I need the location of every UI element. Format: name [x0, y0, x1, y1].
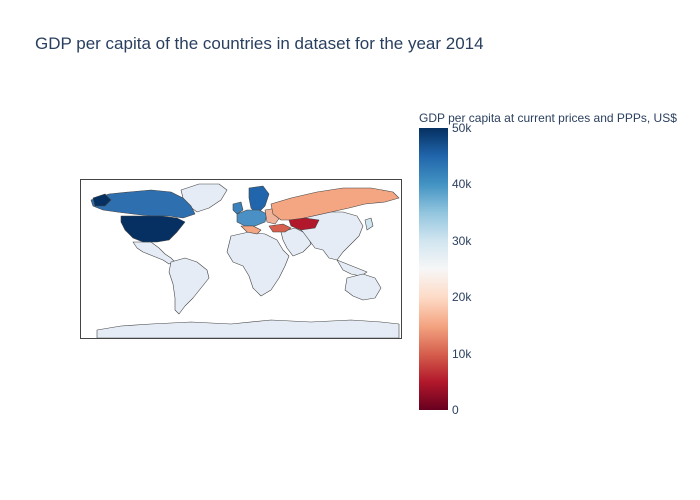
colorbar-title: GDP per capita at current prices and PPP…	[419, 111, 677, 125]
colorbar-tick-label: 0	[452, 403, 459, 417]
country-turkey[interactable]	[268, 223, 292, 233]
region-arabia-middle-east[interactable]	[280, 227, 312, 257]
world-map-svg	[90, 183, 400, 338]
country-japan[interactable]	[364, 217, 374, 231]
colorbar	[419, 128, 448, 410]
region-southern-europe[interactable]	[240, 225, 262, 235]
colorbar-tick-label: 10k	[452, 346, 472, 361]
colorbar-tick-label: 30k	[452, 233, 472, 248]
country-canada[interactable]	[90, 189, 196, 219]
country-usa[interactable]	[120, 215, 186, 243]
region-australia[interactable]	[344, 273, 382, 301]
colorbar-tick-label: 40k	[452, 177, 472, 192]
region-western-europe[interactable]	[236, 209, 268, 227]
country-alaska-usa[interactable]	[92, 193, 112, 207]
region-south-america[interactable]	[168, 257, 210, 315]
country-russia[interactable]	[270, 187, 400, 221]
region-africa[interactable]	[226, 231, 290, 297]
world-map[interactable]	[80, 179, 402, 339]
region-southeast-asia[interactable]	[336, 259, 368, 277]
chart-title: GDP per capita of the countries in datas…	[35, 34, 484, 53]
colorbar-tick-label: 50k	[452, 121, 472, 135]
colorbar-tick-label: 20k	[452, 290, 472, 305]
region-antarctica[interactable]	[96, 319, 400, 338]
country-mexico-central-america[interactable]	[132, 241, 176, 265]
country-kazakhstan[interactable]	[288, 217, 320, 231]
country-uk-ireland[interactable]	[232, 201, 244, 215]
country-scandinavia[interactable]	[248, 185, 270, 215]
